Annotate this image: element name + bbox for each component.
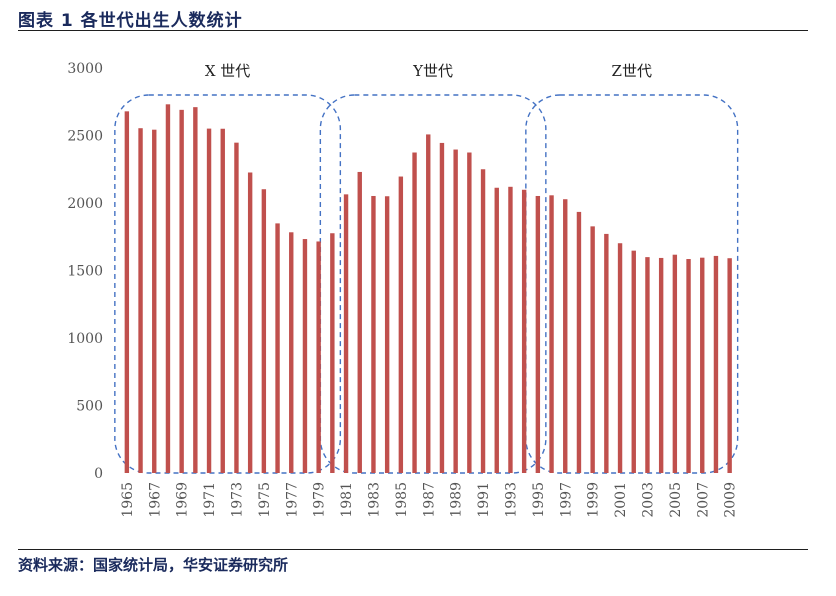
- bar-1974: [247, 172, 253, 474]
- y-axis: 0 500 1000 1500 2000 2500 3000: [67, 61, 103, 482]
- source-note: 资料来源：国家统计局，华安证券研究所: [18, 556, 289, 574]
- generation-label: Y世代: [412, 62, 453, 80]
- bar-2009: [727, 258, 732, 473]
- bars: [124, 104, 732, 474]
- bar-1969: [179, 109, 184, 473]
- bar-1965: [124, 111, 130, 473]
- bar-1998: [576, 211, 582, 473]
- bar-2004: [658, 257, 664, 473]
- bar-2001: [617, 243, 623, 473]
- bar-2005: [672, 254, 678, 473]
- x-tick-label: 1977: [284, 482, 300, 518]
- header: 图表 1 各世代出生人数统计: [18, 4, 808, 31]
- bar-1995: [535, 195, 541, 474]
- generation-label: Z世代: [612, 62, 652, 80]
- bar-1972: [220, 128, 225, 473]
- figure-title: 图表 1 各世代出生人数统计: [18, 11, 243, 31]
- bar-1986: [412, 152, 417, 473]
- generation-box: [114, 94, 342, 474]
- x-tick-label: 1985: [394, 482, 410, 518]
- y-tick-label: 1000: [67, 331, 103, 347]
- x-tick-label: 1991: [476, 482, 492, 518]
- bar-1979: [316, 241, 321, 473]
- x-tick-label: 2005: [668, 482, 684, 518]
- footer: 资料来源：国家统计局，华安证券研究所: [18, 549, 808, 574]
- x-tick-label: 2001: [613, 482, 629, 518]
- bar-1985: [398, 176, 404, 474]
- generation-label: X 世代: [205, 62, 250, 80]
- x-tick-label: 1971: [202, 482, 218, 518]
- bar-1988: [439, 142, 445, 473]
- x-tick-label: 1997: [558, 482, 574, 518]
- x-tick-label: 1973: [229, 482, 245, 518]
- bar-1989: [453, 149, 458, 474]
- bar-2007: [700, 257, 705, 473]
- bar-2008: [713, 255, 719, 473]
- x-axis: 1965 1967 1969 1971 1973 1975 1977 1979 1981 1983…: [120, 482, 739, 518]
- x-tick-label: 1969: [175, 482, 191, 518]
- bar-1996: [549, 195, 554, 473]
- x-tick-label: 1989: [449, 482, 465, 518]
- bar-1999: [590, 226, 595, 473]
- x-tick-label: 2009: [723, 482, 739, 518]
- y-tick-label: 2500: [67, 129, 103, 145]
- bar-2006: [686, 259, 691, 473]
- x-tick-label: 2003: [640, 482, 656, 518]
- bar-1992: [494, 187, 499, 473]
- x-tick-label: 1987: [421, 482, 437, 518]
- bar-1973: [234, 142, 239, 473]
- bar-1997: [563, 199, 568, 473]
- bar-1978: [302, 239, 308, 473]
- x-tick-label: 2007: [695, 482, 711, 518]
- x-tick-label: 1993: [503, 482, 519, 518]
- bar-1977: [289, 232, 294, 473]
- bar-1976: [275, 223, 280, 473]
- bar-2000: [604, 233, 609, 473]
- x-tick-label: 1983: [366, 482, 382, 518]
- bar-1970: [193, 107, 198, 474]
- bar-1980: [330, 233, 335, 473]
- bar-1990: [467, 152, 472, 473]
- bar-1975: [261, 189, 267, 474]
- y-tick-label: 2000: [67, 196, 103, 212]
- x-tick-label: 1995: [531, 482, 547, 518]
- y-tick-label: 1500: [67, 264, 103, 280]
- bar-1971: [206, 128, 212, 474]
- x-tick-label: 1975: [257, 482, 273, 518]
- x-tick-label: 1979: [312, 482, 328, 518]
- bar-2003: [645, 257, 650, 473]
- x-tick-label: 1967: [147, 482, 163, 518]
- y-tick-label: 0: [94, 466, 103, 482]
- x-tick-label: 1999: [586, 482, 602, 518]
- bar-1991: [480, 169, 486, 473]
- y-tick-label: 3000: [67, 61, 103, 77]
- bar-1983: [371, 195, 376, 474]
- bar-1987: [426, 134, 431, 474]
- bar-1968: [165, 104, 171, 473]
- bar-1981: [343, 194, 349, 474]
- bar-1994: [521, 189, 527, 473]
- bar-1966: [138, 128, 143, 473]
- x-tick-label: 1981: [339, 482, 355, 518]
- x-tick-label: 1965: [120, 482, 136, 518]
- bar-1982: [357, 171, 362, 473]
- bar-1967: [152, 129, 157, 473]
- bar-2002: [631, 250, 636, 473]
- bar-1993: [508, 186, 513, 474]
- y-tick-label: 500: [76, 399, 103, 415]
- bar-1984: [384, 196, 390, 473]
